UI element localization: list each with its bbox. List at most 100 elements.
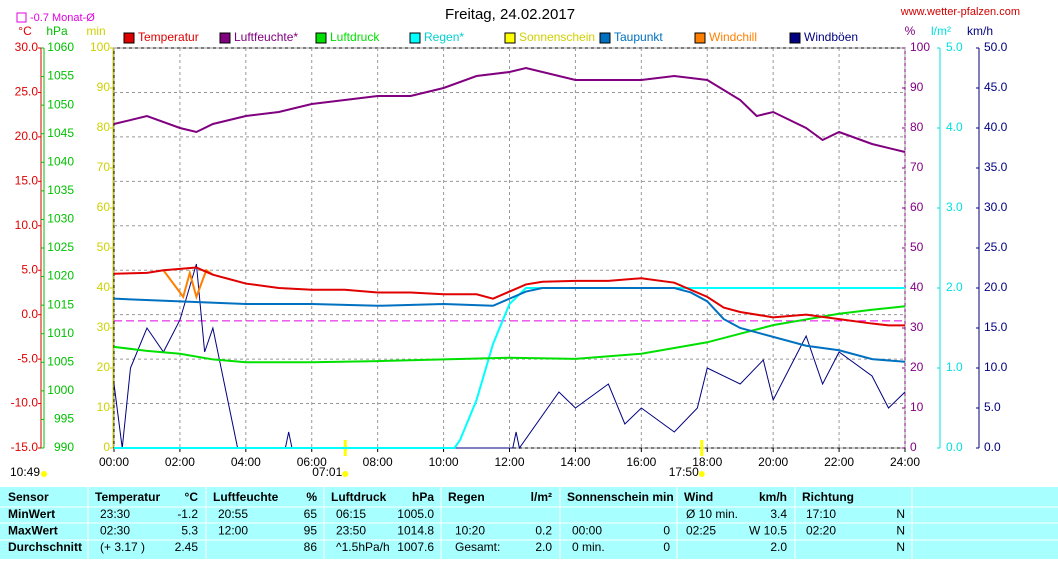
y-tick-label: 0 [910,440,917,454]
y-tick-label: 0.0 [946,440,963,454]
series-line [113,287,906,363]
table-cell: N [896,540,905,554]
x-tick-label: 20:00 [758,455,788,469]
legend-label: Windchill [709,30,757,44]
y-tick-label: 35.0 [984,160,1008,174]
y-tick-label: -15.0 [11,440,39,454]
chart-title: Freitag, 24.02.2017 [445,6,575,23]
table-cell: (+ 3.17 ) [100,540,145,554]
sun-icon [41,471,47,477]
table-cell: 20:55 [218,507,248,521]
table-cell: MaxWert [8,524,58,538]
month-mean-icon [16,12,27,23]
y-tick-label: 5.0 [946,40,963,54]
legend-swatch [123,32,135,44]
y-tick-label: 2.0 [946,280,963,294]
y-tick-label: 1015 [47,297,74,311]
y-tick-label: -10.0 [11,396,39,410]
x-tick-label: 00:00 [99,455,129,469]
axis-unit: °C [18,24,32,38]
table-cell: W 10.5 [749,524,787,538]
table-cell: 02:20 [806,524,836,538]
table-cell: 12:00 [218,524,248,538]
legend-label: Luftfeuchte* [234,30,298,44]
y-tick-label: 1010 [47,326,74,340]
table-cell: 02:30 [100,524,130,538]
y-tick-label: 1040 [47,154,74,168]
x-tick-label: 18:00 [692,455,722,469]
y-tick-label: 10 [910,400,924,414]
table-cell: 10:20 [455,524,485,538]
series-line [113,66,906,153]
table-cell: 0 [663,540,670,554]
series-line [113,266,905,327]
table-header: Regen [448,490,485,504]
y-tick-label: 90 [97,80,111,94]
legend-label: Taupunkt [614,30,663,44]
sun-icon [698,471,705,477]
month-mean-label: -0.7 Monat-Ø [30,12,95,24]
table: Sensor Temperatur °C Luftfeuchte% Luftdruck h… [0,487,1058,559]
y-tick-label: 70 [910,160,924,174]
y-tick-label: 1005 [47,354,74,368]
y-tick-label: 15.0 [15,174,39,188]
table-cell: Durchschnitt [8,540,82,554]
y-tick-label: 70 [97,160,111,174]
y-tick-label: 1000 [47,383,74,397]
legend-label: Regen* [424,30,464,44]
table-cell: 65 [304,507,318,521]
y-tick-label: 60 [910,200,924,214]
table-header: Sonnenschein min [567,490,674,504]
legend-label: Temperatur [138,30,199,44]
source: www.wetter-pfalzen.com [900,6,1020,18]
y-tick-label: 100 [90,40,110,54]
legend-swatch [599,32,611,44]
legend-label: Sonnenschein [519,30,595,44]
y-tick-label: 50.0 [984,40,1008,54]
y-tick-label: 1055 [47,69,74,83]
table-header: km/h [759,490,787,504]
axis-unit: % [905,24,916,38]
x-tick-label: 16:00 [626,455,656,469]
sunset-label: 17:50 [669,465,699,479]
table-header: hPa [412,490,434,504]
table-cell: 1005.0 [397,507,434,521]
table-cell: 2.0 [535,540,552,554]
y-tick-label: 3.0 [946,200,963,214]
y-tick-label: -5.0 [17,351,38,365]
y-tick-label: 50 [910,240,924,254]
y-tick-label: 30.0 [984,200,1008,214]
y-tick-label: 80 [97,120,111,134]
table-cell: 17:10 [806,507,836,521]
axis-unit: hPa [46,24,68,38]
sun-marker [700,440,704,456]
y-tick-label: 10 [97,400,111,414]
legend-swatch [789,32,801,44]
axis-unit: min [86,24,105,38]
y-tick-label: 0 [103,440,110,454]
x-tick-label: 24:00 [890,455,920,469]
y-tick-label: 80 [910,120,924,134]
table-header: Sensor [8,490,49,504]
table-cell: 00:00 [572,524,602,538]
y-tick-label: 10.0 [984,360,1008,374]
table-cell: 86 [304,540,318,554]
y-tick-label: 5.0 [984,400,1001,414]
legend-swatch [504,32,516,44]
y-tick-label: 1035 [47,183,74,197]
y-tick-label: 1030 [47,212,74,226]
table-cell: 5.3 [181,524,198,538]
y-tick-label: 1.0 [946,360,963,374]
sun-icon [342,471,349,477]
table-cell: 06:15 [336,507,366,521]
table-cell: 23:50 [336,524,366,538]
y-tick-label: 5.0 [21,262,38,276]
table-header: % [306,490,317,504]
table-cell: 0 [663,524,670,538]
sunrise-label: 07:01 [312,465,342,479]
y-tick-label: 1045 [47,126,74,140]
table-cell: 0.2 [535,524,552,538]
y-tick-label: 20.0 [984,280,1008,294]
y-tick-label: 995 [54,412,74,426]
